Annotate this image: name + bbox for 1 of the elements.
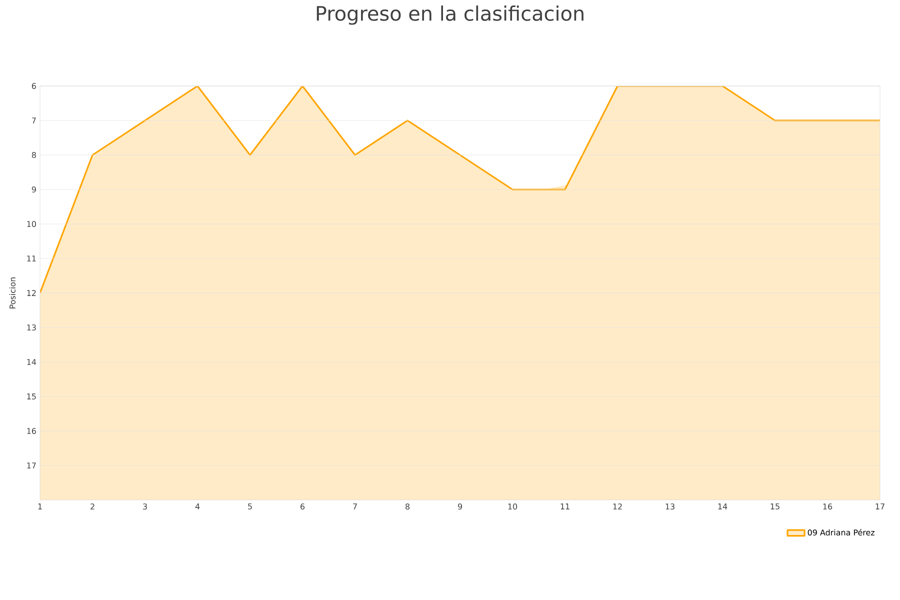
chart-title: Progreso en la clasificacion xyxy=(316,6,584,25)
